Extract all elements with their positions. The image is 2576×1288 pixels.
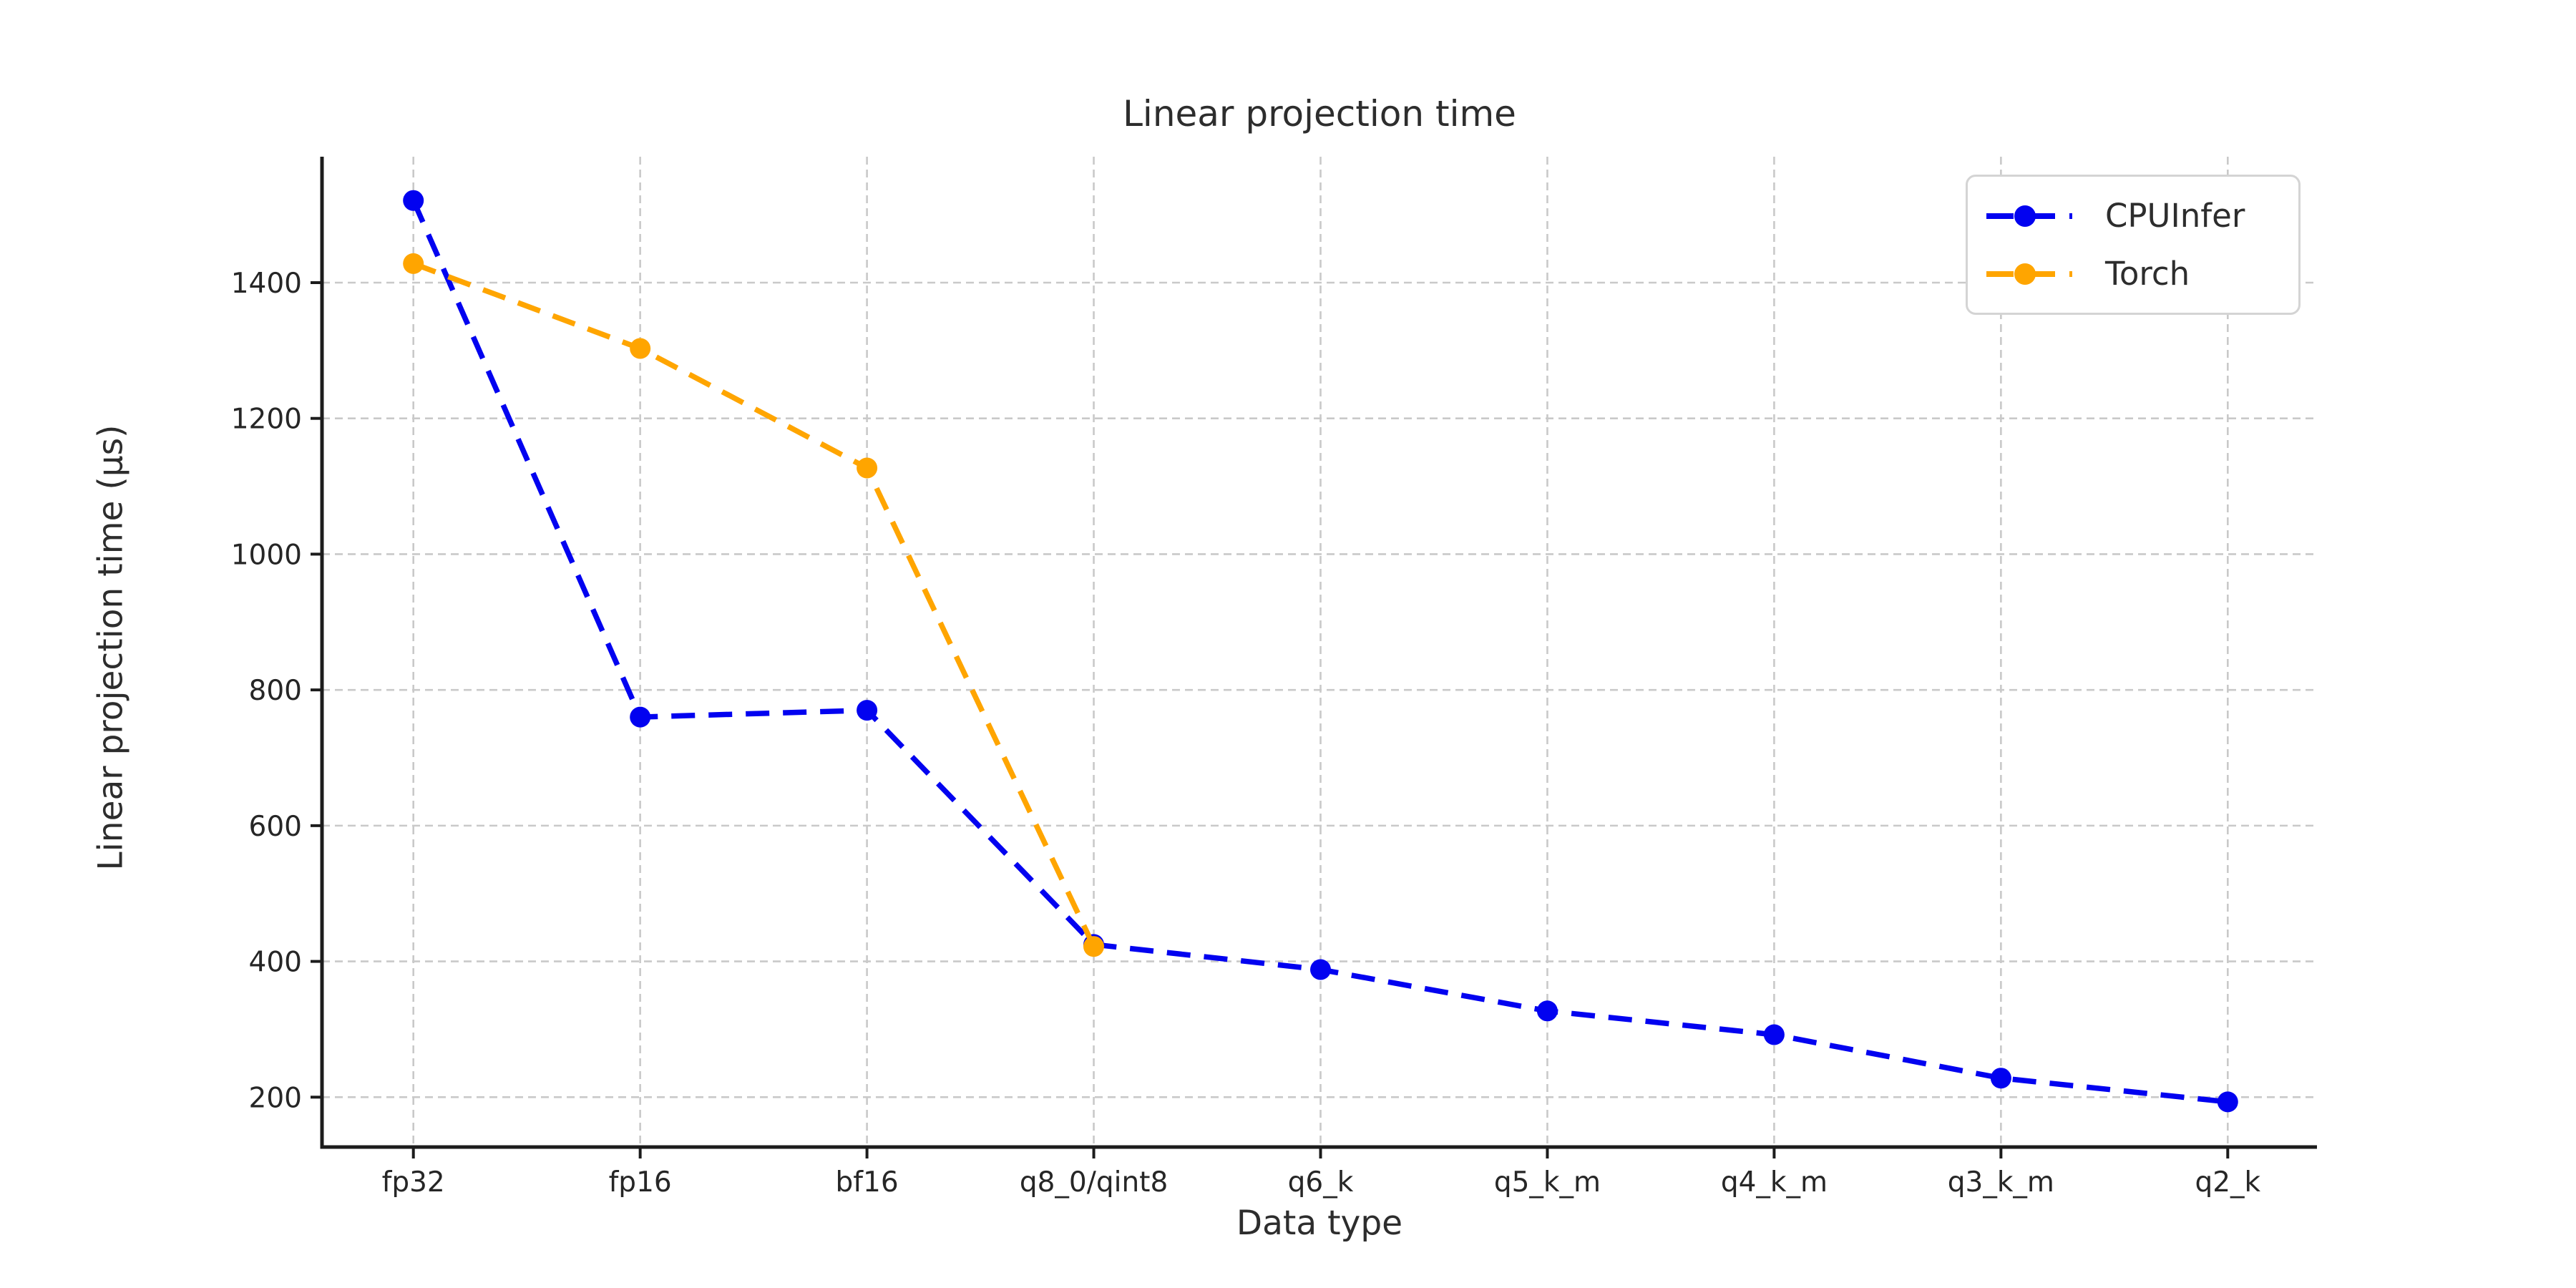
- data-series-layer: [403, 190, 2238, 1113]
- legend-label-cpuinfer: CPUInfer: [2105, 197, 2245, 235]
- x-tick-label-q5_k_m: q5_k_m: [1494, 1166, 1601, 1199]
- x-axis-title: Data type: [1236, 1204, 1403, 1243]
- legend-box: CPUInfer Torch: [1966, 175, 2301, 315]
- data-point-CPUInfer-fp16: [630, 706, 651, 728]
- data-point-CPUInfer-bf16: [857, 700, 878, 721]
- tick-labels: 200 400 600 800 1000 1200 1400 fp32 fp16 bf16 q8_0…: [231, 268, 2261, 1199]
- tick-marks: [311, 281, 2230, 1158]
- data-point-CPUInfer-q3_k_m: [1990, 1068, 2011, 1089]
- torch-line-sample-icon: [1986, 263, 2072, 285]
- grid-layer: [322, 157, 2317, 1147]
- legend-label-torch: Torch: [2105, 255, 2190, 293]
- x-tick-label-q2_k: q2_k: [2195, 1166, 2260, 1199]
- y-tick-label-600: 600: [249, 811, 302, 843]
- x-tick-label-fp16: fp16: [609, 1166, 672, 1199]
- legend-entry-cpuinfer: CPUInfer: [1985, 191, 2298, 241]
- data-point-CPUInfer-q4_k_m: [1763, 1024, 1785, 1045]
- chart-title: Linear projection time: [1123, 93, 1516, 135]
- y-tick-label-1400: 1400: [231, 268, 302, 300]
- x-tick-label-q3_k_m: q3_k_m: [1948, 1166, 2054, 1199]
- data-point-CPUInfer-q5_k_m: [1536, 1000, 1558, 1022]
- y-axis-title: Linear projection time (µs): [91, 424, 131, 871]
- y-tick-label-1000: 1000: [231, 539, 302, 571]
- y-tick-label-400: 400: [249, 947, 302, 979]
- y-tick-label-1200: 1200: [231, 404, 302, 436]
- data-point-CPUInfer-fp32: [403, 190, 424, 211]
- y-tick-label-200: 200: [249, 1082, 302, 1114]
- y-tick-label-800: 800: [249, 675, 302, 707]
- data-point-Torch-bf16: [857, 457, 878, 479]
- legend-entry-torch: Torch: [1985, 249, 2298, 299]
- x-tick-label-fp32: fp32: [382, 1166, 445, 1199]
- data-point-Torch-fp16: [630, 338, 651, 359]
- x-tick-label-q6_k: q6_k: [1288, 1166, 1354, 1199]
- axes-spines: [320, 157, 2317, 1149]
- data-point-Torch-fp32: [403, 253, 424, 274]
- data-point-Torch-q8_0/qint8: [1083, 936, 1104, 957]
- cpuinfer-line-sample-icon: [1986, 205, 2072, 227]
- data-point-CPUInfer-q6_k: [1310, 959, 1331, 980]
- x-tick-label-bf16: bf16: [836, 1166, 899, 1199]
- x-tick-label-q4_k_m: q4_k_m: [1721, 1166, 1828, 1199]
- series-line-Torch: [412, 260, 1096, 948]
- data-point-CPUInfer-q2_k: [2217, 1091, 2238, 1113]
- x-tick-label-q8_0/qint8: q8_0/qint8: [1020, 1166, 1168, 1199]
